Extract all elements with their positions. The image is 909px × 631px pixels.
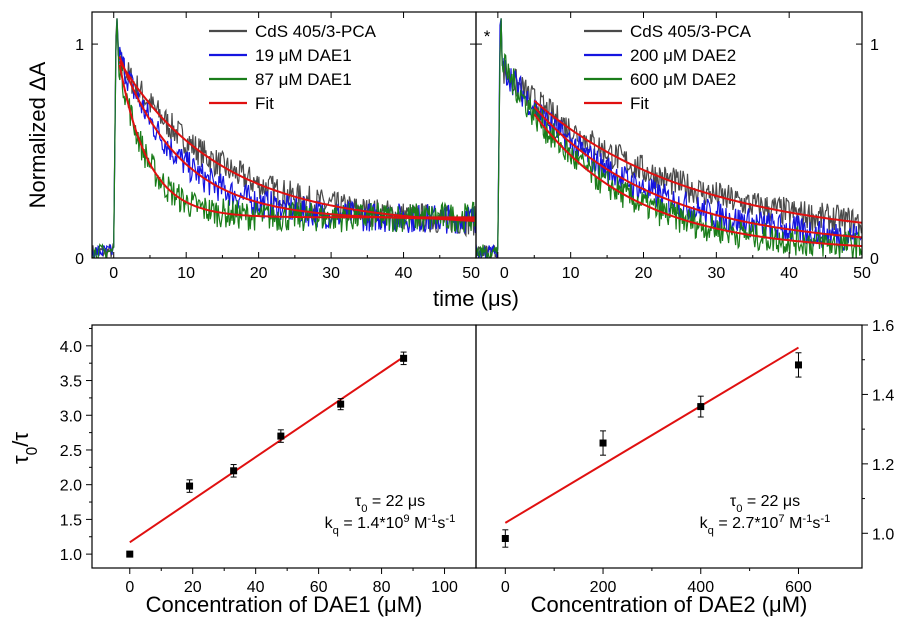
x-tick-label: 20 (250, 265, 268, 282)
fit-curve-3 (118, 64, 475, 219)
fit-line (129, 356, 405, 544)
y-axis-title: τ0/τ (8, 432, 41, 464)
y-tick-label: 0 (75, 251, 84, 268)
x-tick-label: 0 (501, 579, 510, 596)
x-tick-label: 80 (373, 579, 391, 596)
legend-label: Fit (255, 94, 274, 113)
x-tick-label: 40 (247, 579, 265, 596)
data-point (794, 361, 802, 369)
plot-frame (475, 324, 863, 569)
x-axis-title: Concentration of DAE1 (μM) (146, 592, 423, 617)
x-tick-label: 10 (177, 265, 195, 282)
legend-label: 200 μM DAE2 (630, 46, 736, 65)
x-tick-label: 0 (125, 579, 134, 596)
trace-1 (92, 18, 476, 258)
y-axis-title: Normalized ΔA (25, 61, 50, 208)
legend-label: CdS 405/3-PCA (630, 22, 752, 41)
data-point (599, 439, 607, 447)
y-tick-label-right: 0 (870, 251, 879, 268)
y-tick-label: 4.0 (60, 339, 82, 356)
fit-curve-1 (533, 100, 863, 224)
data-point (277, 432, 285, 440)
x-tick-label: 60 (310, 579, 328, 596)
y-tick-label: 3.0 (60, 408, 82, 425)
data-point (400, 354, 408, 362)
x-tick-label: 40 (395, 265, 413, 282)
y-tick-label: 1.6 (872, 318, 894, 335)
fit-line (504, 346, 799, 524)
x-tick-label: 0 (109, 265, 118, 282)
y-tick-label: 2.0 (60, 478, 82, 495)
y-tick-label-right: 1 (870, 37, 879, 54)
legend-label: 600 μM DAE2 (630, 70, 736, 89)
fit-curve-2 (533, 106, 863, 239)
x-tick-label: 100 (431, 579, 458, 596)
x-tick-label: 400 (687, 579, 714, 596)
x-tick-label: 50 (853, 265, 871, 282)
y-tick-label: 1.4 (872, 387, 894, 404)
data-point (126, 550, 134, 558)
legend-label: Fit (630, 94, 649, 113)
y-tick-label: 1.0 (872, 526, 894, 543)
y-tick-label: 1.2 (872, 457, 894, 474)
y-tick-label: 2.5 (60, 443, 82, 460)
fit-curve-3 (533, 113, 863, 248)
x-tick-label: 40 (780, 265, 798, 282)
x-tick-label: 20 (184, 579, 202, 596)
x-tick-label: 600 (785, 579, 812, 596)
tau-annotation: τ0 = 22 μs (730, 493, 800, 515)
x-tick-label: 200 (590, 579, 617, 596)
y-tick-label: 1.5 (60, 512, 82, 529)
kq-annotation: kq = 1.4*109 M-1s-1 (325, 513, 456, 537)
legend-label: 87 μM DAE1 (255, 70, 352, 89)
x-tick-label: 0 (500, 265, 509, 282)
kq-annotation: kq = 2.7*107 M-1s-1 (700, 513, 831, 537)
x-tick-label: 20 (635, 265, 653, 282)
legend-label: CdS 405/3-PCA (255, 22, 377, 41)
y-tick-label: 1.0 (60, 547, 82, 564)
x-tick-label: 50 (462, 265, 480, 282)
data-point (337, 400, 345, 408)
legend-label: 19 μM DAE1 (255, 46, 352, 65)
x-tick-label: 10 (562, 265, 580, 282)
y-tick-label: 3.5 (60, 374, 82, 391)
data-point (186, 482, 194, 490)
data-point (230, 467, 238, 475)
plot-frame (475, 11, 863, 259)
x-tick-label: 30 (707, 265, 725, 282)
asterisk-annotation: * (484, 27, 491, 46)
data-point (501, 534, 509, 542)
x-axis-title: Concentration of DAE2 (μM) (531, 592, 808, 617)
x-axis-title: time (μs) (433, 286, 519, 311)
data-point (697, 403, 705, 411)
y-tick-label: 1 (75, 37, 84, 54)
x-tick-label: 30 (322, 265, 340, 282)
tau-annotation: τ0 = 22 μs (355, 493, 425, 515)
trace-2 (92, 18, 476, 258)
